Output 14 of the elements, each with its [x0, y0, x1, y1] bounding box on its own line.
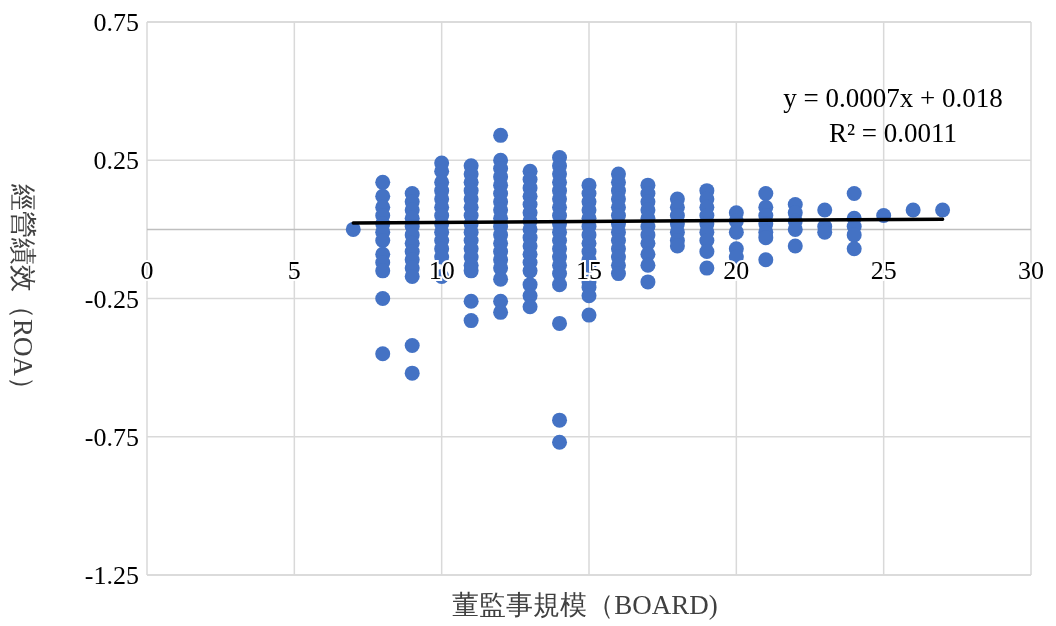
x-tick-label: 25 [870, 256, 897, 286]
x-tick-label: 20 [723, 256, 750, 286]
x-tick-label: 30 [1018, 256, 1044, 286]
x-tick-label: 5 [287, 256, 301, 286]
annotation: y = 0.0007x + 0.018 [783, 83, 1003, 113]
y-tick-label: -0.25 [84, 284, 139, 314]
y-tick-label: -1.25 [84, 561, 139, 590]
x-axis-title: 董監事規模（BOARD) [452, 590, 718, 620]
y-tick-label: 0.75 [93, 8, 139, 37]
y-tick-label: 0.25 [93, 146, 139, 176]
y-axis-title: 經營績效（ROA） [8, 182, 38, 404]
y-tick-label: -0.75 [84, 422, 139, 452]
x-tick-label: 0 [140, 256, 154, 286]
annotation: R² = 0.0011 [828, 118, 958, 148]
